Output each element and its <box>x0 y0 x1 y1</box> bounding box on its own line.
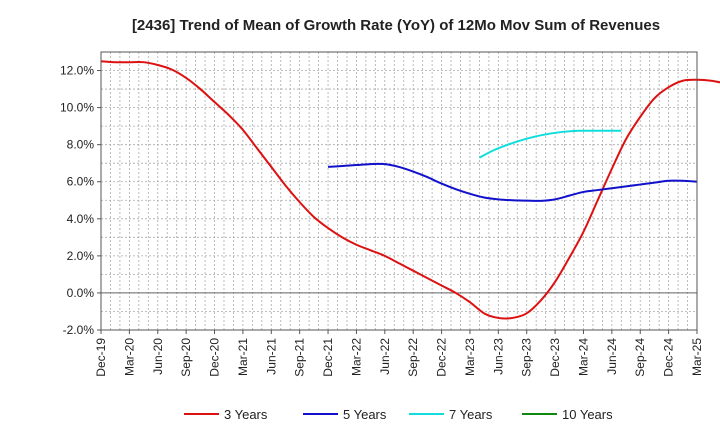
chart-title: [2436] Trend of Mean of Growth Rate (YoY… <box>132 17 660 34</box>
x-tick-label: Sep-22 <box>406 338 420 377</box>
x-tick-label: Sep-24 <box>633 338 647 377</box>
legend-label: 3 Years <box>224 407 268 422</box>
x-tick-label: Mar-24 <box>576 338 590 376</box>
x-tick-label: Sep-23 <box>520 338 534 377</box>
legend-item-3-years[interactable]: 3 Years <box>184 407 268 422</box>
legend-label: 5 Years <box>343 407 387 422</box>
x-tick-label: Sep-21 <box>293 338 307 377</box>
x-tick-label: Dec-21 <box>321 338 335 377</box>
series-line-5-years <box>327 162 698 202</box>
legend-label: 7 Years <box>449 407 493 422</box>
x-tick-label: Mar-23 <box>463 338 477 376</box>
grid <box>100 51 698 331</box>
y-tick-label: 4.0% <box>67 212 95 226</box>
legend[interactable]: 3 Years 5 Years 7 Years 10 Years <box>184 407 613 422</box>
x-tick-label: Dec-20 <box>208 338 222 377</box>
x-tick-label: Mar-25 <box>690 338 704 376</box>
x-tick-label: Dec-23 <box>548 338 562 377</box>
x-tick-label: Jun-21 <box>264 338 278 375</box>
x-tick-label: Jun-24 <box>605 338 619 375</box>
x-tick-label: Mar-22 <box>349 338 363 376</box>
series-lines <box>100 60 720 320</box>
x-tick-label: Jun-20 <box>151 338 165 375</box>
plot-frame <box>100 51 698 331</box>
x-tick-label: Dec-24 <box>662 338 676 377</box>
x-tick-label: Jun-23 <box>491 338 505 375</box>
x-tick-label: Mar-20 <box>122 338 136 376</box>
y-tick-label: 2.0% <box>67 249 95 263</box>
legend-item-10-years[interactable]: 10 Years <box>522 407 613 422</box>
x-tick-label: Jun-22 <box>378 338 392 375</box>
x-tick-label: Sep-20 <box>179 338 193 377</box>
y-tick-label: -2.0% <box>63 323 95 337</box>
legend-item-7-years[interactable]: 7 Years <box>409 407 493 422</box>
x-tick-label: Mar-21 <box>236 338 250 376</box>
y-tick-label: 6.0% <box>67 175 95 189</box>
y-tick-label: 8.0% <box>67 138 95 152</box>
legend-label: 10 Years <box>562 407 613 422</box>
x-tick-label: Dec-19 <box>94 338 108 377</box>
y-tick-label: 12.0% <box>60 64 94 78</box>
y-axis: -2.0% 0.0% 2.0% 4.0% 6.0% 8.0% 10.0% 12.0% <box>60 64 101 337</box>
y-tick-label: 0.0% <box>67 286 95 300</box>
y-tick-label: 10.0% <box>60 101 94 115</box>
x-axis: Dec-19 Mar-20 Jun-20 Sep-20 Dec-20 Mar-21 Jun-… <box>94 330 704 377</box>
series-line-7-years <box>478 129 622 159</box>
x-tick-label: Dec-22 <box>435 338 449 377</box>
series-line-3-years <box>100 60 720 320</box>
legend-item-5-years[interactable]: 5 Years <box>303 407 387 422</box>
